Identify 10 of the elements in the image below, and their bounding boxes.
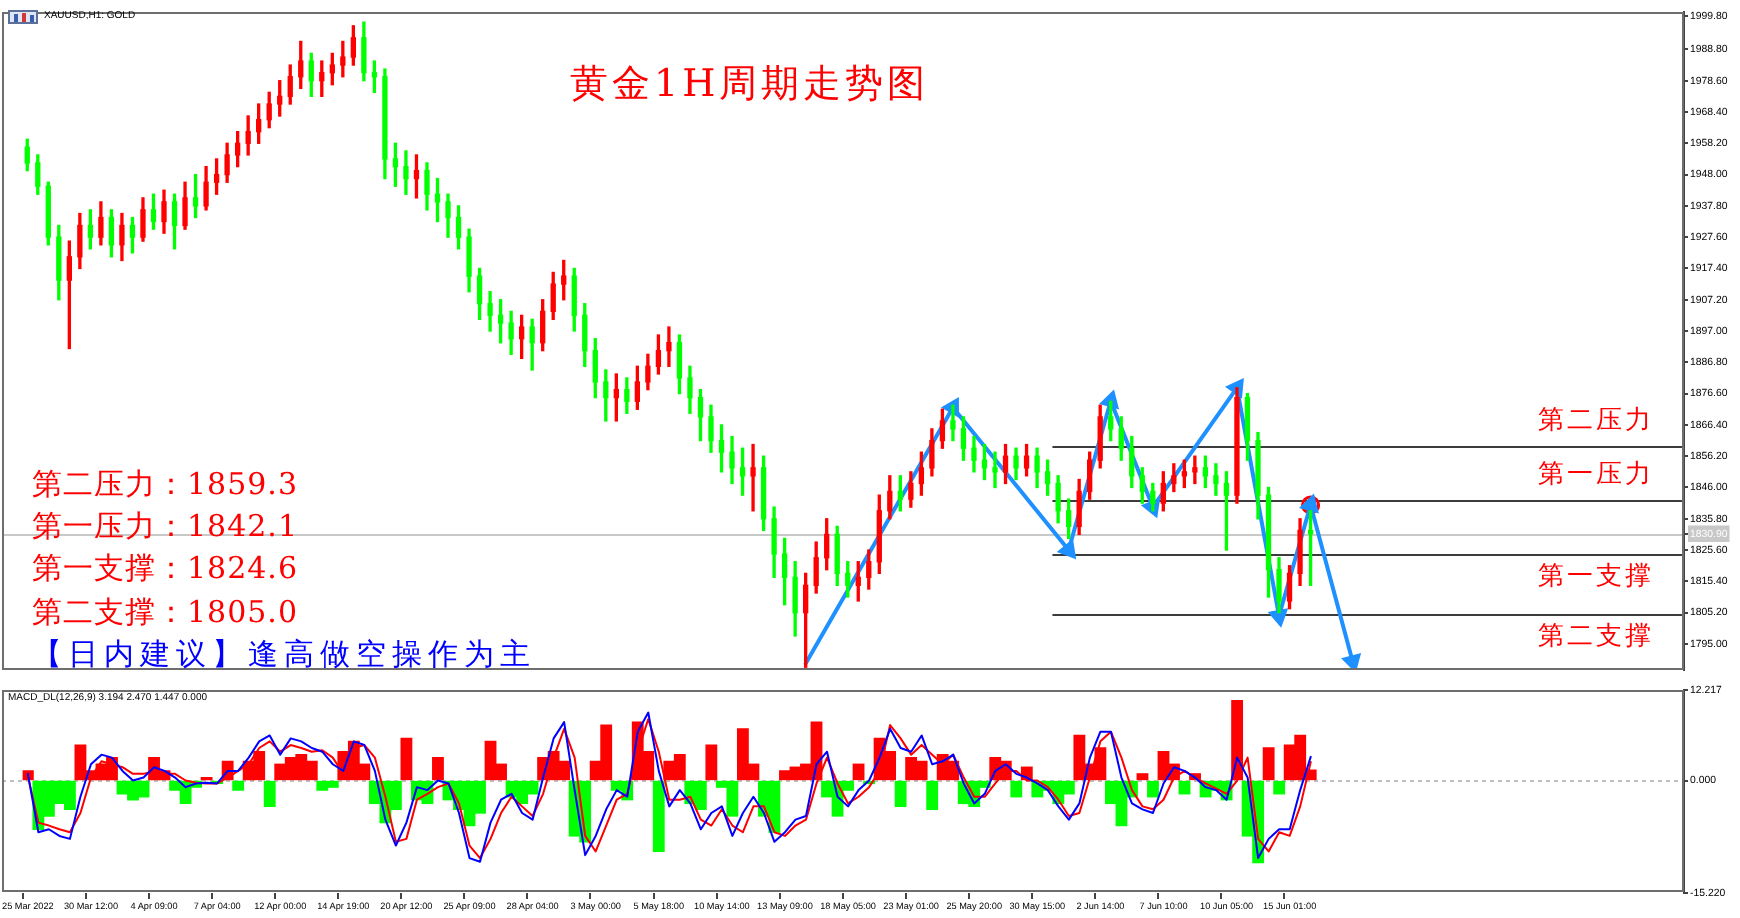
text: 黄金1H周期走势图 <box>570 62 930 106</box>
ref-line-label: 第二支撑 <box>1538 621 1654 652</box>
annotation: 第二支撑：1805.0 <box>32 593 298 630</box>
annotation: 第一支撑：1824.6 <box>32 550 298 587</box>
ref-line-label: 第一支撑 <box>1538 561 1654 592</box>
ref-line-label: 第二压力 <box>1538 406 1654 437</box>
ref-line-label: 第一压力 <box>1538 459 1654 490</box>
annotation: 第二压力：1859.3 <box>32 466 298 502</box>
annotation: 第一压力：1842.1 <box>32 508 298 545</box>
annotation: 【日内建议】逢高做空操作为主 <box>32 635 536 672</box>
